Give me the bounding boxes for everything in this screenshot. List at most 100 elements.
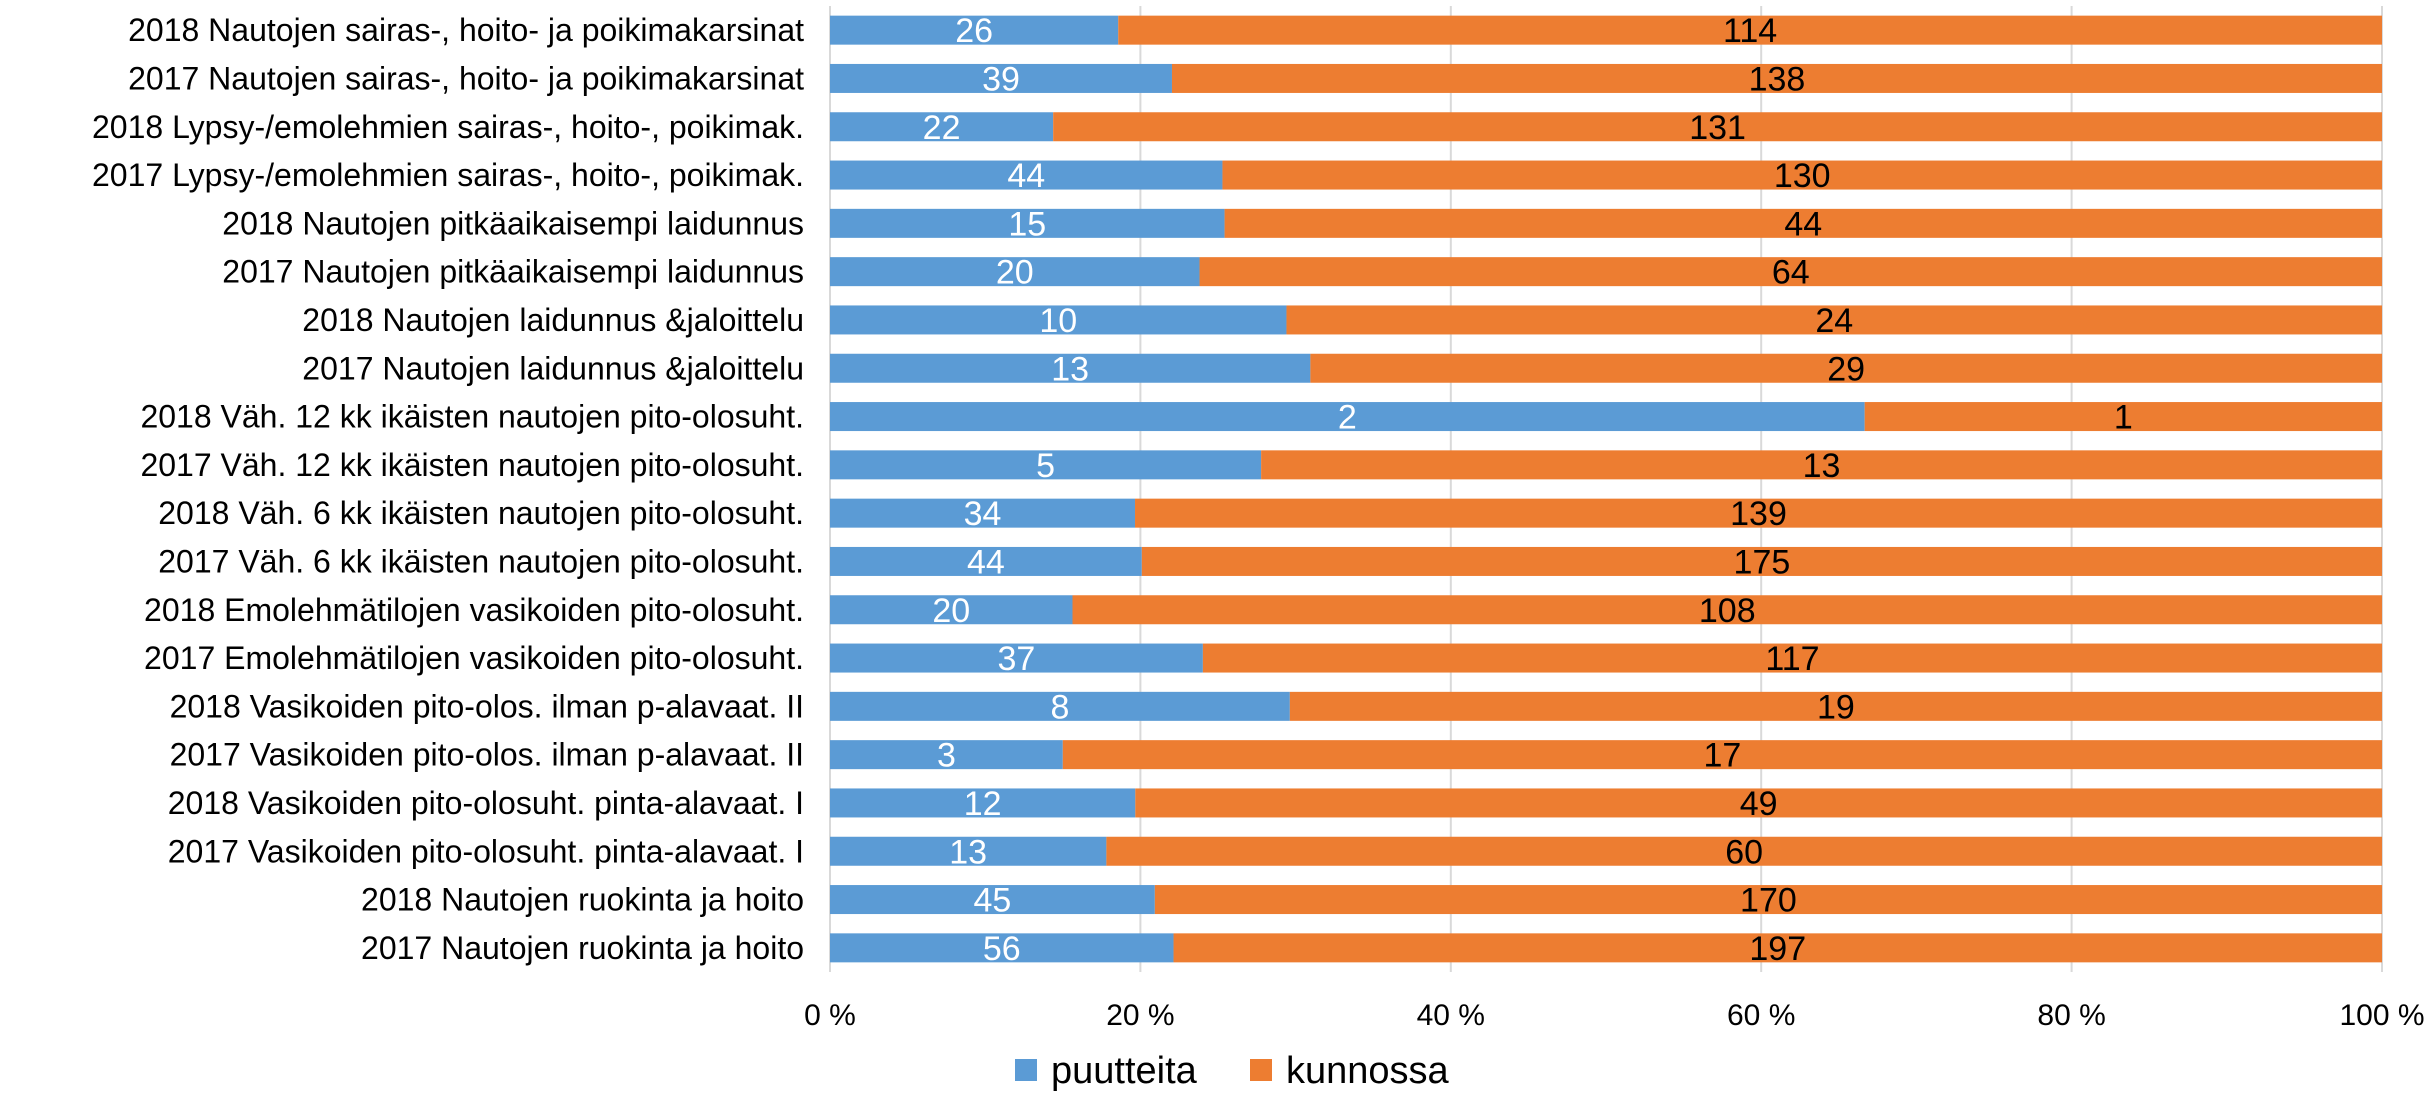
data-label-kunnossa: 44 xyxy=(1784,205,1822,243)
bar-kunnossa xyxy=(1053,112,2382,142)
data-label-kunnossa: 13 xyxy=(1803,447,1841,485)
bar-kunnossa xyxy=(1199,257,2382,287)
data-label-puutteita: 44 xyxy=(1007,157,1045,195)
data-label-puutteita: 37 xyxy=(998,640,1036,678)
bar-kunnossa xyxy=(1072,595,2382,625)
category-label: 2017 Emolehmätilojen vasikoiden pito-olo… xyxy=(144,640,804,676)
data-label-puutteita: 26 xyxy=(955,12,993,50)
bar-kunnossa xyxy=(1106,836,2382,866)
data-label-kunnossa: 60 xyxy=(1725,833,1763,871)
data-label-puutteita: 44 xyxy=(967,543,1005,581)
category-label: 2017 Väh. 6 kk ikäisten nautojen pito-ol… xyxy=(158,543,804,579)
category-label: 2017 Väh. 12 kk ikäisten nautojen pito-o… xyxy=(140,447,804,483)
data-label-kunnossa: 114 xyxy=(1723,12,1777,50)
data-label-kunnossa: 64 xyxy=(1772,254,1810,292)
bar-puutteita xyxy=(830,450,1262,480)
bar-kunnossa xyxy=(1310,353,2382,383)
bar-puutteita xyxy=(830,305,1287,335)
data-label-kunnossa: 170 xyxy=(1740,882,1797,920)
data-label-kunnossa: 17 xyxy=(1703,737,1741,775)
legend-swatch xyxy=(1015,1059,1037,1081)
data-label-puutteita: 3 xyxy=(937,737,956,775)
bar-kunnossa xyxy=(1202,643,2382,673)
data-label-puutteita: 5 xyxy=(1036,447,1055,485)
x-tick-label: 100 % xyxy=(2339,999,2424,1032)
bar-puutteita xyxy=(830,112,1054,142)
data-label-kunnossa: 49 xyxy=(1740,785,1778,823)
data-label-kunnossa: 138 xyxy=(1749,60,1806,98)
data-label-kunnossa: 175 xyxy=(1734,543,1791,581)
legend-swatch xyxy=(1250,1059,1272,1081)
bar-puutteita xyxy=(830,160,1223,190)
bar-kunnossa xyxy=(1864,402,2382,432)
data-label-kunnossa: 108 xyxy=(1699,592,1756,630)
category-labels: 2018 Nautojen sairas-, hoito- ja poikima… xyxy=(92,12,804,966)
data-label-puutteita: 8 xyxy=(1050,688,1069,726)
bar-puutteita xyxy=(830,691,1290,721)
bar-kunnossa xyxy=(1141,546,2382,576)
category-label: 2018 Vasikoiden pito-olosuht. pinta-alav… xyxy=(168,785,804,821)
data-label-kunnossa: 29 xyxy=(1827,350,1865,388)
x-tick-label: 0 % xyxy=(804,999,856,1032)
category-label: 2018 Emolehmätilojen vasikoiden pito-olo… xyxy=(144,592,804,628)
data-label-kunnossa: 139 xyxy=(1730,495,1787,533)
data-label-kunnossa: 24 xyxy=(1815,302,1853,340)
category-label: 2018 Lypsy-/emolehmien sairas-, hoito-, … xyxy=(92,109,804,145)
bar-kunnossa xyxy=(1118,15,2382,45)
bar-puutteita xyxy=(830,257,1200,287)
bar-puutteita xyxy=(830,933,1174,963)
legend-label: kunnossa xyxy=(1286,1050,1450,1092)
bar-kunnossa xyxy=(1135,788,2382,818)
data-label-kunnossa: 117 xyxy=(1765,640,1819,678)
data-label-puutteita: 20 xyxy=(932,592,970,630)
category-label: 2017 Nautojen pitkäaikaisempi laidunnus xyxy=(222,254,804,290)
category-label: 2017 Lypsy-/emolehmien sairas-, hoito-, … xyxy=(92,157,804,193)
bar-puutteita xyxy=(830,885,1155,915)
category-label: 2018 Väh. 6 kk ikäisten nautojen pito-ol… xyxy=(158,495,804,531)
bar-kunnossa xyxy=(1171,63,2382,93)
category-label: 2018 Nautojen sairas-, hoito- ja poikima… xyxy=(128,12,804,48)
data-label-kunnossa: 1 xyxy=(2114,399,2133,437)
category-label: 2017 Nautojen sairas-, hoito- ja poikima… xyxy=(128,60,804,96)
grid-lines xyxy=(829,6,2383,972)
data-label-puutteita: 13 xyxy=(949,833,987,871)
data-label-puutteita: 56 xyxy=(983,930,1021,968)
data-label-puutteita: 2 xyxy=(1338,399,1357,437)
x-tick-label: 60 % xyxy=(1727,999,1795,1032)
data-label-puutteita: 13 xyxy=(1051,350,1089,388)
category-label: 2018 Vasikoiden pito-olos. ilman p-alava… xyxy=(170,688,804,724)
category-label: 2017 Nautojen laidunnus &jaloittelu xyxy=(302,350,804,386)
bar-puutteita xyxy=(830,740,1063,770)
category-label: 2018 Nautojen pitkäaikaisempi laidunnus xyxy=(222,205,804,241)
x-axis-ticks: 0 % 20 % 40 % 60 % 80 % 100 % xyxy=(804,999,2424,1032)
data-label-kunnossa: 19 xyxy=(1817,688,1855,726)
bar-kunnossa xyxy=(1135,498,2382,528)
bar-kunnossa xyxy=(1286,305,2382,335)
category-label: 2017 Vasikoiden pito-olos. ilman p-alava… xyxy=(170,737,804,773)
bar-kunnossa xyxy=(1154,885,2382,915)
bar-puutteita xyxy=(830,15,1119,45)
bar-kunnossa xyxy=(1222,160,2382,190)
category-label: 2017 Nautojen ruokinta ja hoito xyxy=(361,930,804,966)
data-label-puutteita: 10 xyxy=(1039,302,1077,340)
legend: puutteita kunnossa xyxy=(1015,1050,1450,1092)
x-tick-label: 40 % xyxy=(1417,999,1485,1032)
data-label-puutteita: 15 xyxy=(1008,205,1046,243)
bar-puutteita xyxy=(830,498,1136,528)
data-label-puutteita: 45 xyxy=(974,882,1012,920)
data-label-puutteita: 34 xyxy=(964,495,1002,533)
bar-kunnossa xyxy=(1173,933,2382,963)
bar-puutteita xyxy=(830,788,1136,818)
bar-kunnossa xyxy=(1224,208,2382,238)
category-label: 2018 Nautojen laidunnus &jaloittelu xyxy=(302,302,804,338)
data-label-kunnossa: 197 xyxy=(1749,930,1806,968)
bar-puutteita xyxy=(830,836,1107,866)
data-label-puutteita: 20 xyxy=(996,254,1034,292)
bar-puutteita xyxy=(830,595,1073,625)
bar-puutteita xyxy=(830,353,1311,383)
bar-puutteita xyxy=(830,643,1203,673)
bar-puutteita xyxy=(830,63,1172,93)
